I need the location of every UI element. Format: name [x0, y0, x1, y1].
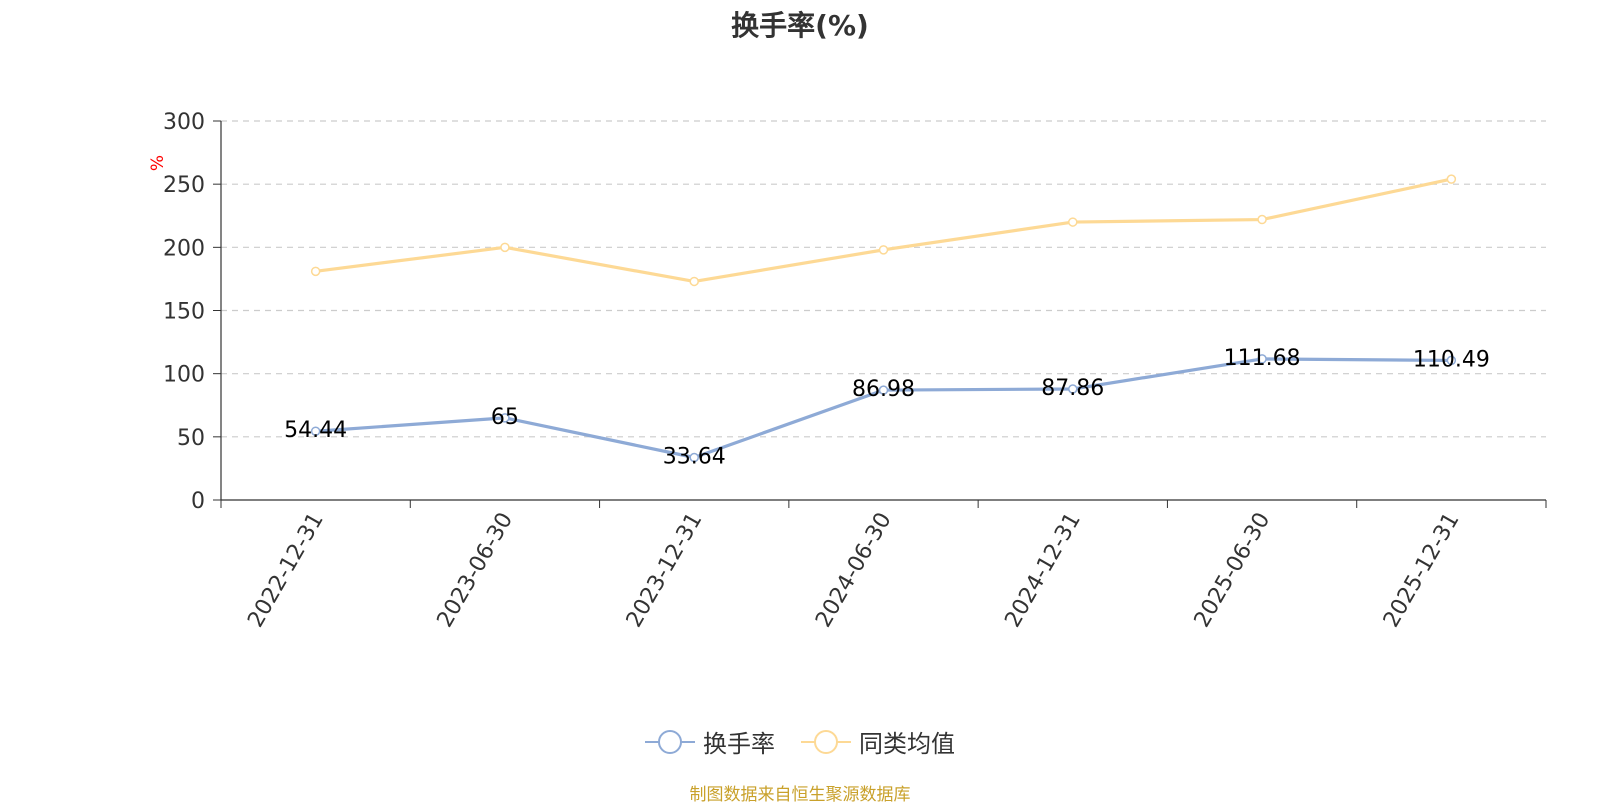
data-label: 33.64 — [663, 445, 726, 470]
data-point-peer-average — [1068, 217, 1078, 227]
data-label: 54.44 — [284, 418, 347, 443]
x-tick-label: 2025-06-30 — [1190, 509, 1276, 632]
legend-label-peer-average: 同类均值 — [859, 730, 955, 758]
data-point-turnover — [1068, 384, 1078, 394]
data-label: 86.98 — [852, 377, 915, 402]
data-point-peer-average — [1446, 174, 1457, 184]
x-tick-label: 2024-12-31 — [1000, 509, 1086, 632]
data-label: 110.49 — [1413, 347, 1490, 372]
series-line-peer-average — [315, 177, 1452, 284]
y-tick-label: 200 — [163, 236, 205, 261]
y-tick-label: 50 — [177, 426, 205, 451]
y-tick-label: 250 — [163, 173, 205, 198]
legend-label-turnover: 换手率 — [703, 730, 775, 758]
legend: 换手率 同类均值 — [0, 724, 1600, 759]
data-point-peer-average — [310, 266, 321, 277]
data-label: 65 — [491, 405, 519, 430]
data-label: 87.86 — [1041, 376, 1104, 401]
data-point-peer-average — [500, 242, 510, 253]
x-tick-label: 2023-06-30 — [433, 509, 519, 632]
data-point-turnover — [310, 426, 321, 436]
legend-item-peer-average[interactable]: 同类均值 — [801, 724, 955, 759]
line-chart: 0 50 100 150 200 250 300% 2022-12-31 2023-06-30 2… — [148, 110, 1547, 632]
data-point-turnover — [1446, 355, 1457, 366]
data-point-turnover — [500, 413, 510, 423]
legend-item-turnover[interactable]: 换手率 — [645, 724, 775, 759]
chart-title: 换手率(%) — [731, 9, 869, 42]
data-point-turnover — [689, 452, 699, 463]
y-tick-label: 100 — [163, 363, 205, 388]
x-tick-label: 2024-06-30 — [811, 509, 897, 632]
data-point-turnover — [1257, 354, 1267, 364]
y-tick-label: 300 — [163, 110, 205, 135]
y-tick-label: 0 — [191, 489, 205, 514]
legend-marker-turnover-icon — [645, 729, 695, 754]
source-note: 制图数据来自恒生聚源数据库 — [689, 785, 911, 805]
legend-marker-peer-average-icon — [801, 729, 851, 754]
y-tick-label: 150 — [163, 300, 205, 325]
x-tick-label: 2025-12-31 — [1379, 509, 1465, 632]
data-point-peer-average — [689, 276, 699, 287]
data-label: 111.68 — [1224, 346, 1301, 371]
y-axis-label: % — [148, 155, 168, 171]
data-point-peer-average — [878, 245, 889, 255]
x-tick-label: 2022-12-31 — [243, 509, 329, 632]
data-point-turnover — [878, 385, 889, 395]
data-point-peer-average — [1257, 214, 1267, 225]
x-tick-label: 2023-12-31 — [622, 509, 708, 632]
